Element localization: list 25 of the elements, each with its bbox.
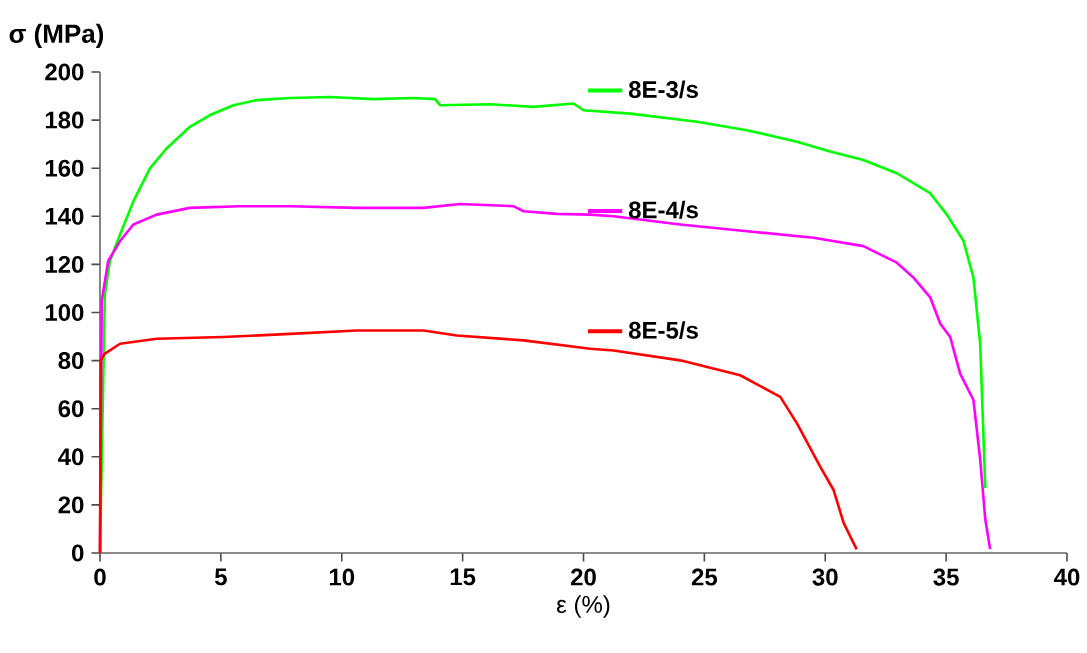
x-tick-label: 5	[214, 568, 227, 586]
legend-label: 8E-3/s	[628, 80, 698, 99]
y-tick-label: 20	[58, 496, 84, 514]
y-tick-label: 40	[58, 448, 84, 466]
y-tick-label: 140	[45, 207, 84, 225]
y-axis-title: σ (MPa)	[9, 23, 104, 49]
y-tick-label: 0	[72, 544, 84, 562]
legend-label: 8E-5/s	[628, 321, 698, 340]
x-tick-label: 30	[812, 568, 838, 586]
x-tick-label: 10	[329, 568, 355, 586]
y-tick-label: 200	[45, 63, 84, 81]
y-tick-label: 100	[45, 304, 84, 321]
x-axis-title: ε (%)	[556, 595, 610, 618]
x-tick-label: 35	[933, 568, 959, 586]
y-tick-label: 60	[58, 400, 84, 418]
y-tick-label: 160	[45, 159, 84, 177]
legend-label: 8E-4/s	[628, 200, 698, 219]
y-tick-label: 80	[58, 352, 84, 370]
y-tick-label: 120	[45, 255, 84, 273]
x-tick-label: 40	[1054, 568, 1080, 586]
x-tick-label: 25	[691, 568, 718, 586]
x-tick-label: 15	[450, 568, 476, 586]
x-tick-label: 0	[94, 568, 106, 586]
y-tick-label: 180	[45, 111, 84, 129]
x-tick-label: 20	[571, 568, 596, 586]
